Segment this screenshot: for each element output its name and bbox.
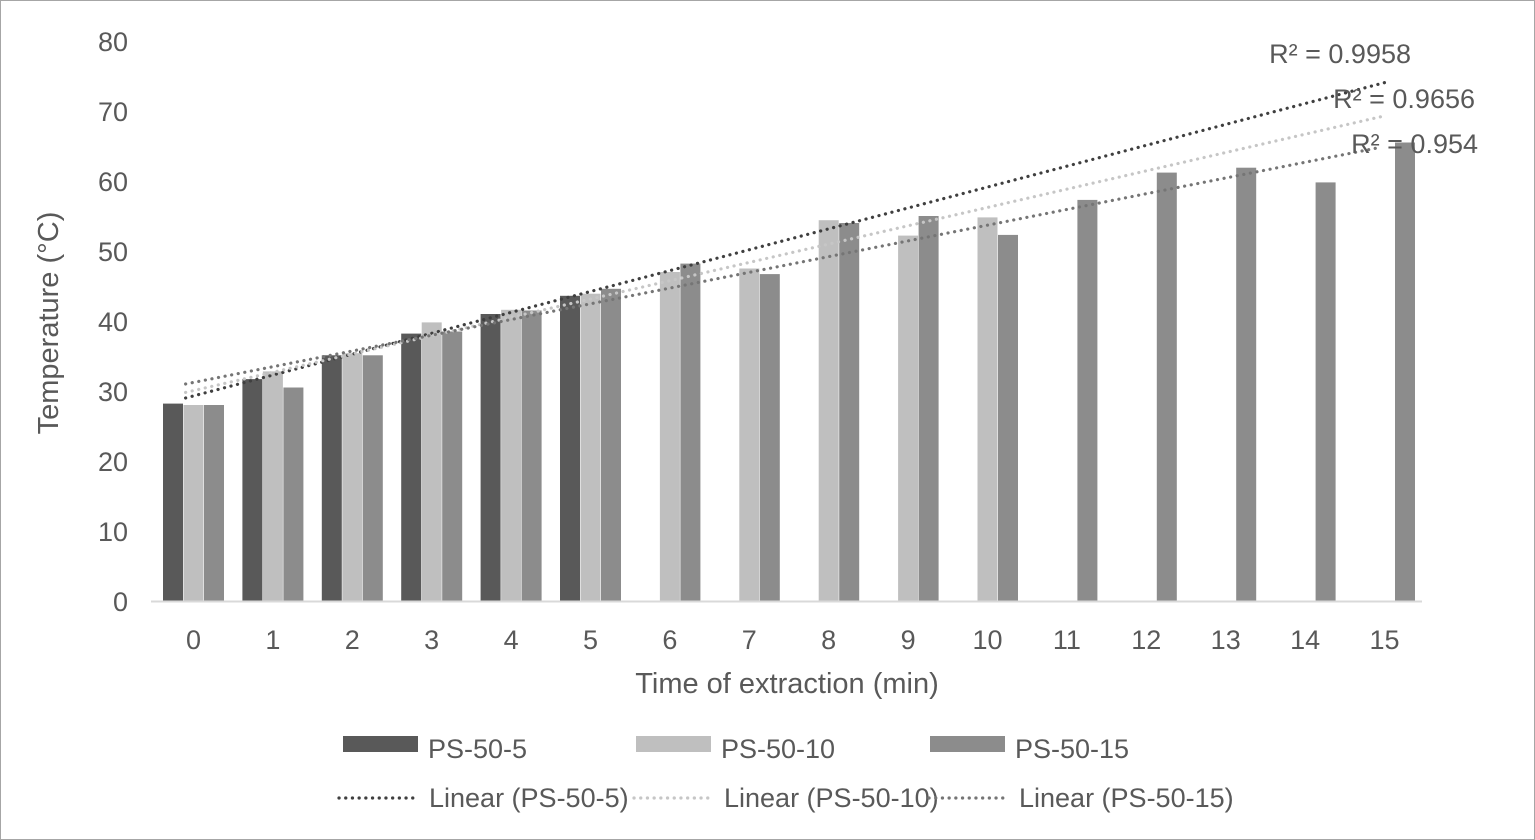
bar-PS-50-15-t15 — [1395, 142, 1415, 601]
trendline-PS-50-10 — [184, 114, 1387, 394]
bar-PS-50-10-t5 — [580, 293, 601, 601]
legend-label-ps-50-15: PS-50-15 — [1015, 734, 1129, 764]
x-tick-label-2: 2 — [345, 625, 360, 655]
bar-PS-50-15-t5 — [601, 288, 621, 601]
bar-PS-50-15-t3 — [442, 331, 463, 601]
bar-PS-50-15-t6 — [680, 263, 701, 601]
bar-PS-50-5-t4 — [480, 314, 501, 601]
bar-PS-50-10-t8 — [818, 220, 839, 601]
x-tick-label-8: 8 — [821, 625, 836, 655]
r2-label-ps-50-10: R² = 0.9656 — [1333, 84, 1475, 114]
bar-PS-50-10-t7 — [739, 268, 760, 601]
bar-PS-50-10-t10 — [977, 217, 998, 601]
x-tick-label-6: 6 — [662, 625, 677, 655]
bar-PS-50-15-t1 — [283, 387, 304, 601]
trendlines-layer — [184, 79, 1391, 400]
bar-PS-50-10-t6 — [659, 272, 680, 601]
bar-PS-50-15-t8 — [839, 223, 860, 601]
legend-swatch-ps-50-15 — [930, 736, 1005, 752]
x-tick-label-12: 12 — [1131, 625, 1161, 655]
x-tick-label-5: 5 — [583, 625, 598, 655]
bar-PS-50-10-t9 — [898, 235, 919, 601]
legend-label-ps-50-5: PS-50-5 — [428, 734, 527, 764]
bar-PS-50-5-t2 — [321, 355, 342, 601]
r2-label-ps-50-15: R² = 0.954 — [1351, 129, 1478, 159]
y-tick-label-80: 80 — [98, 27, 128, 57]
bar-PS-50-5-t5 — [560, 295, 580, 601]
y-tick-label-40: 40 — [98, 307, 128, 337]
y-tick-label-0: 0 — [113, 587, 128, 617]
bar-PS-50-10-t4 — [501, 309, 522, 601]
x-tick-label-3: 3 — [424, 625, 439, 655]
bar-PS-50-15-t4 — [521, 310, 542, 601]
x-tick-label-11: 11 — [1053, 625, 1081, 655]
legend-label-linear-ps-50-10: Linear (PS-50-10) — [724, 783, 939, 813]
legend-swatch-ps-50-10 — [636, 736, 711, 752]
bar-PS-50-10-t3 — [421, 322, 442, 601]
x-tick-label-14: 14 — [1290, 625, 1320, 655]
x-axis-title: Time of extraction (min) — [635, 668, 939, 700]
trendline-PS-50-15 — [184, 146, 1379, 386]
bar-PS-50-10-t1 — [262, 371, 283, 601]
legend-label-ps-50-10: PS-50-10 — [721, 734, 835, 764]
bar-PS-50-15-t10 — [998, 234, 1018, 601]
bar-PS-50-10-t2 — [342, 353, 363, 601]
bar-PS-50-15-t12 — [1156, 172, 1177, 601]
trendline-PS-50-5 — [184, 79, 1391, 400]
legend-swatch-ps-50-5 — [343, 736, 418, 752]
bar-PS-50-5-t3 — [401, 333, 422, 601]
bar-PS-50-5-t1 — [242, 379, 263, 601]
x-tick-label-7: 7 — [742, 625, 757, 655]
bar-PS-50-15-t14 — [1315, 182, 1336, 601]
x-tick-label-13: 13 — [1211, 625, 1241, 655]
bar-PS-50-10-t0 — [183, 405, 204, 601]
x-tick-label-10: 10 — [972, 625, 1002, 655]
bar-PS-50-15-t0 — [204, 405, 224, 601]
legend-label-linear-ps-50-5: Linear (PS-50-5) — [429, 783, 629, 813]
bar-PS-50-15-t7 — [759, 274, 780, 601]
bar-PS-50-5-t0 — [163, 403, 183, 601]
y-tick-label-20: 20 — [98, 447, 128, 477]
bar-PS-50-15-t2 — [362, 355, 383, 601]
y-axis-title: Temperature (°C) — [33, 212, 65, 435]
bar-PS-50-15-t11 — [1077, 199, 1098, 601]
x-tick-label-1: 1 — [265, 625, 280, 655]
x-tick-label-9: 9 — [901, 625, 916, 655]
legend-label-linear-ps-50-15: Linear (PS-50-15) — [1019, 783, 1234, 813]
legend: PS-50-5 PS-50-10 PS-50-15 Linear (PS-50-… — [337, 734, 1234, 813]
y-tick-label-10: 10 — [98, 517, 128, 547]
x-tick-label-15: 15 — [1369, 625, 1399, 655]
y-tick-label-60: 60 — [98, 167, 128, 197]
x-tick-label-0: 0 — [186, 625, 201, 655]
bars-layer — [163, 142, 1415, 601]
bar-PS-50-15-t9 — [918, 216, 939, 601]
y-tick-label-50: 50 — [98, 237, 128, 267]
x-tick-label-4: 4 — [504, 625, 519, 655]
y-tick-label-70: 70 — [98, 97, 128, 127]
bar-PS-50-15-t13 — [1236, 167, 1257, 601]
r2-label-ps-50-5: R² = 0.9958 — [1269, 39, 1411, 69]
y-tick-label-30: 30 — [98, 377, 128, 407]
